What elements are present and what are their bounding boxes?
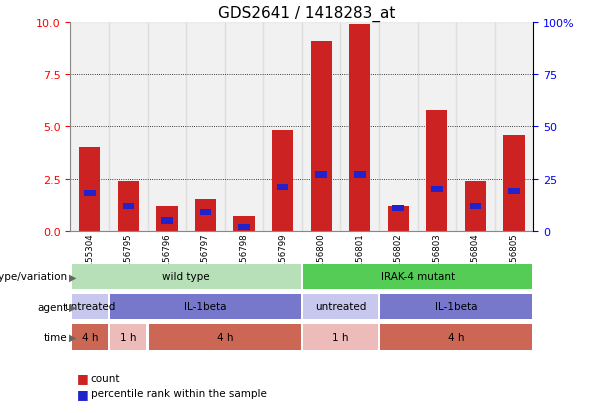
Text: time: time: [44, 332, 67, 342]
Bar: [417, 23, 456, 231]
Bar: [431, 186, 443, 193]
Bar: [118, 181, 139, 231]
Bar: [161, 218, 173, 224]
Bar: [349, 25, 370, 231]
Text: ■: ■: [77, 371, 88, 385]
Bar: [70, 23, 109, 231]
Text: genotype/variation: genotype/variation: [0, 272, 67, 282]
Bar: [392, 205, 404, 211]
Text: IRAK-4 mutant: IRAK-4 mutant: [381, 271, 455, 281]
Bar: [272, 131, 293, 231]
Bar: [387, 206, 409, 231]
Bar: [186, 23, 225, 231]
Text: 1 h: 1 h: [332, 332, 349, 342]
FancyBboxPatch shape: [149, 325, 301, 350]
FancyBboxPatch shape: [303, 264, 532, 290]
Bar: [123, 203, 134, 209]
Text: IL-1beta: IL-1beta: [185, 301, 227, 311]
Bar: [277, 184, 289, 191]
Text: 4 h: 4 h: [448, 332, 465, 342]
FancyBboxPatch shape: [72, 294, 108, 320]
Bar: [508, 188, 520, 195]
Bar: [311, 41, 332, 231]
Bar: [465, 181, 486, 231]
Text: untreated: untreated: [315, 301, 366, 311]
FancyBboxPatch shape: [72, 325, 108, 350]
Text: 4 h: 4 h: [82, 332, 98, 342]
Text: IL-1beta: IL-1beta: [435, 301, 478, 311]
Bar: [238, 224, 250, 230]
Text: untreated: untreated: [64, 301, 115, 311]
Bar: [264, 23, 302, 231]
Bar: [315, 172, 327, 178]
FancyBboxPatch shape: [303, 294, 378, 320]
FancyBboxPatch shape: [72, 264, 301, 290]
Text: wild type: wild type: [162, 271, 210, 281]
Bar: [79, 148, 101, 231]
FancyBboxPatch shape: [380, 325, 532, 350]
Bar: [195, 200, 216, 231]
Bar: [225, 23, 264, 231]
Text: ▶: ▶: [69, 332, 76, 342]
Bar: [456, 23, 495, 231]
Bar: [379, 23, 417, 231]
FancyBboxPatch shape: [303, 325, 378, 350]
Bar: [109, 23, 148, 231]
FancyBboxPatch shape: [380, 294, 532, 320]
Text: GDS2641 / 1418283_at: GDS2641 / 1418283_at: [218, 6, 395, 22]
FancyBboxPatch shape: [110, 294, 301, 320]
Bar: [302, 23, 340, 231]
Text: percentile rank within the sample: percentile rank within the sample: [91, 388, 267, 398]
Text: ▶: ▶: [69, 302, 76, 312]
Bar: [495, 23, 533, 231]
Bar: [470, 203, 481, 209]
Bar: [354, 172, 365, 178]
Text: 4 h: 4 h: [216, 332, 233, 342]
Text: ■: ■: [77, 387, 88, 400]
Bar: [156, 206, 178, 231]
Bar: [148, 23, 186, 231]
Bar: [426, 110, 447, 231]
Bar: [84, 191, 96, 197]
Bar: [200, 209, 211, 216]
FancyBboxPatch shape: [110, 325, 147, 350]
Bar: [234, 217, 254, 231]
Text: agent: agent: [37, 302, 67, 312]
Text: count: count: [91, 373, 120, 383]
Text: ▶: ▶: [69, 272, 76, 282]
Bar: [340, 23, 379, 231]
Text: 1 h: 1 h: [120, 332, 137, 342]
Bar: [503, 135, 525, 231]
